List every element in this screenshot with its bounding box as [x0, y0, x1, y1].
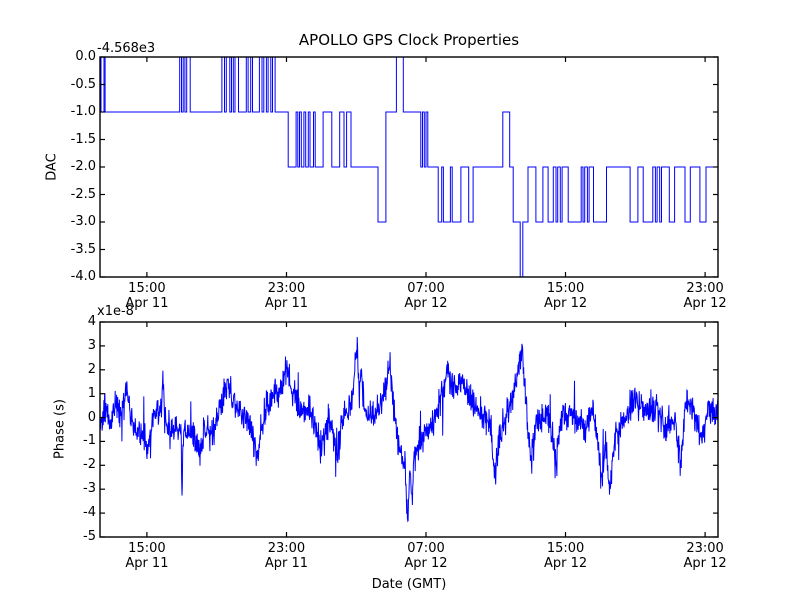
phase-axis-label: Phase (s)	[52, 399, 68, 459]
x-tick-label: 23:00 Apr 12	[683, 541, 727, 571]
x-tick-label: 15:00 Apr 11	[125, 281, 169, 311]
y-tick-label: -2.0	[70, 159, 96, 174]
x-axis-label: Date (GMT)	[371, 577, 447, 592]
y-tick-label: -4	[83, 505, 96, 521]
y-tick-label: -1.5	[70, 131, 96, 147]
y-tick-label: -2.5	[70, 186, 96, 202]
y-tick-label: -4.0	[70, 269, 96, 284]
x-tick-label: 15:00 Apr 12	[543, 541, 588, 571]
x-tick-label: 07:00 Apr 12	[404, 281, 448, 311]
dac-step-line	[100, 56, 718, 278]
dac-axes-frame	[99, 56, 719, 278]
phase-axes-frame	[99, 321, 719, 538]
y-tick-label: -3	[83, 481, 96, 497]
y-tick-label: 2	[87, 361, 96, 377]
y-tick-label: -2	[83, 457, 96, 473]
phase-axis-multiplier-label: x1e-8	[97, 304, 134, 319]
y-tick-label: -5	[83, 529, 96, 544]
y-tick-label: 0	[87, 409, 96, 425]
y-tick-label: 4	[87, 314, 96, 329]
x-tick-label: 23:00 Apr 12	[683, 281, 727, 311]
x-tick-label: 23:00 Apr 11	[264, 281, 309, 311]
y-tick-label: -1	[83, 433, 96, 449]
y-tick-label: -3.0	[70, 214, 96, 229]
x-tick-label: 23:00 Apr 11	[264, 541, 309, 571]
dac-axis-offset-label: -4.568e3	[97, 41, 156, 56]
phase-noise-line	[99, 336, 719, 523]
y-tick-label: -3.5	[70, 241, 96, 257]
y-tick-label: 0.0	[75, 49, 96, 64]
x-tick-label: 15:00 Apr 12	[543, 281, 588, 311]
x-tick-label: 07:00 Apr 12	[404, 541, 448, 571]
chart-title: APOLLO GPS Clock Properties	[298, 31, 520, 49]
y-tick-label: -1.0	[70, 104, 96, 119]
y-tick-label: 1	[87, 385, 96, 401]
y-tick-label: 3	[87, 337, 96, 353]
x-tick-label: 15:00 Apr 11	[125, 541, 169, 571]
y-tick-label: -0.5	[70, 76, 96, 92]
